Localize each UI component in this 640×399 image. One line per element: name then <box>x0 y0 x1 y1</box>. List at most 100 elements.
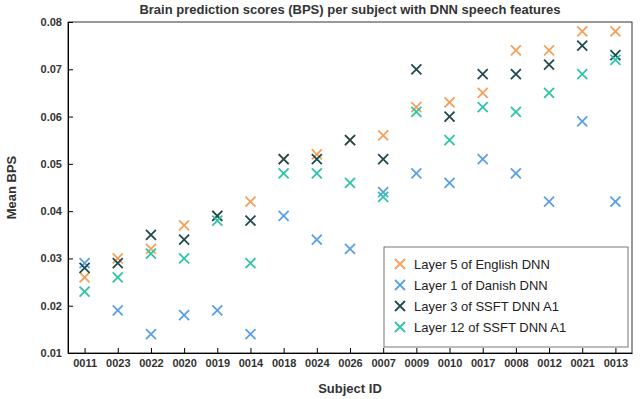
point <box>279 154 289 164</box>
x-tick: 0019 <box>206 348 230 369</box>
y-tick-label: 0.06 <box>41 111 62 123</box>
y-tick: 0.02 <box>41 300 73 312</box>
x-tick-label: 0018 <box>272 357 296 369</box>
legend-item: Layer 12 of SSFT DNN A1 <box>395 320 566 335</box>
legend-marker <box>395 301 405 311</box>
legend-marker <box>395 259 405 269</box>
y-tick: 0.07 <box>41 63 73 75</box>
title: Brain prediction scores (BPS) per subjec… <box>139 2 560 17</box>
point <box>179 310 189 320</box>
x-tick-mark <box>118 348 119 353</box>
point <box>577 69 587 79</box>
x-tick: 0008 <box>504 348 528 369</box>
x-tick: 0023 <box>106 348 130 369</box>
x-tick-label: 0011 <box>73 357 97 369</box>
legend-item: Layer 1 of Danish DNN <box>395 278 548 293</box>
point <box>411 168 421 178</box>
x-tick: 0012 <box>537 348 561 369</box>
legend-label: Layer 1 of Danish DNN <box>414 278 548 293</box>
x-tick-mark <box>350 348 351 353</box>
y-tick-mark <box>68 306 73 307</box>
point <box>113 272 123 282</box>
x-tick: 0022 <box>139 348 163 369</box>
y-tick-label: 0.04 <box>41 205 63 217</box>
x-tick-label: 0021 <box>570 357 594 369</box>
x-tick-mark <box>450 348 451 353</box>
point <box>80 272 90 282</box>
x-tick-mark <box>516 348 517 353</box>
x-axis: 0011002300220020001900140018002400260007… <box>69 348 633 369</box>
y-tick-mark <box>68 211 73 212</box>
plot-area: 0011002300220020001900140018002400260007… <box>41 16 633 369</box>
point <box>279 154 289 164</box>
point <box>345 135 355 145</box>
y-tick: 0.08 <box>41 16 73 28</box>
series <box>80 116 621 339</box>
x-tick-label: 0008 <box>504 357 528 369</box>
point <box>544 60 554 70</box>
y-tick-label: 0.01 <box>41 347 62 359</box>
x-tick-label: 0009 <box>405 357 429 369</box>
point <box>544 88 554 98</box>
x-tick: 0011 <box>73 348 97 369</box>
point <box>212 305 222 315</box>
y-tick-mark <box>68 117 73 118</box>
series <box>80 55 621 297</box>
x-tick-mark <box>549 348 550 353</box>
x-tick-label: 0012 <box>537 357 561 369</box>
x-tick: 0018 <box>272 348 296 369</box>
x-tick: 0020 <box>172 348 196 369</box>
x-tick-mark <box>184 348 185 353</box>
y-tick-mark <box>68 258 73 259</box>
legend-marker <box>395 322 405 332</box>
point <box>378 154 388 164</box>
point <box>345 244 355 254</box>
x-tick-mark <box>250 348 251 353</box>
x-tick-mark <box>582 348 583 353</box>
y-tick-label: 0.07 <box>41 63 62 75</box>
point <box>577 41 587 51</box>
y-tick-label: 0.02 <box>41 300 62 312</box>
x-tick: 0026 <box>338 348 362 369</box>
series <box>80 41 621 273</box>
legend-label: Layer 3 of SSFT DNN A1 <box>414 299 559 314</box>
y-tick: 0.05 <box>41 158 73 170</box>
x-tick: 0021 <box>570 348 594 369</box>
y-tick-mark <box>68 353 73 354</box>
x-tick-mark <box>416 348 417 353</box>
y-tick: 0.04 <box>41 205 73 217</box>
point <box>610 55 620 65</box>
point <box>245 197 255 207</box>
point <box>179 253 189 263</box>
point <box>245 258 255 268</box>
point <box>478 88 488 98</box>
plot-frame <box>68 22 632 353</box>
x-tick: 0013 <box>604 348 628 369</box>
point <box>312 168 322 178</box>
point <box>345 178 355 188</box>
point <box>312 235 322 245</box>
point <box>478 102 488 112</box>
point <box>478 154 488 164</box>
y-tick: 0.06 <box>41 111 73 123</box>
x-tick-mark <box>151 348 152 353</box>
x-tick-label: 0017 <box>471 357 495 369</box>
point <box>279 211 289 221</box>
point <box>179 220 189 230</box>
point <box>212 216 222 226</box>
point <box>113 305 123 315</box>
point <box>146 329 156 339</box>
x-tick: 0007 <box>371 348 395 369</box>
x-tick-label: 0023 <box>106 357 130 369</box>
point <box>245 329 255 339</box>
legend-label: Layer 12 of SSFT DNN A1 <box>414 320 566 335</box>
x-tick: 0009 <box>405 348 429 369</box>
point <box>80 263 90 273</box>
y-tick-mark <box>68 22 73 23</box>
x-tick: 0014 <box>239 348 264 369</box>
x-tick-label: 0019 <box>206 357 230 369</box>
point <box>146 249 156 259</box>
points <box>80 26 621 339</box>
y-axis: 0.010.020.030.040.050.060.070.08 <box>41 16 73 359</box>
point <box>610 197 620 207</box>
